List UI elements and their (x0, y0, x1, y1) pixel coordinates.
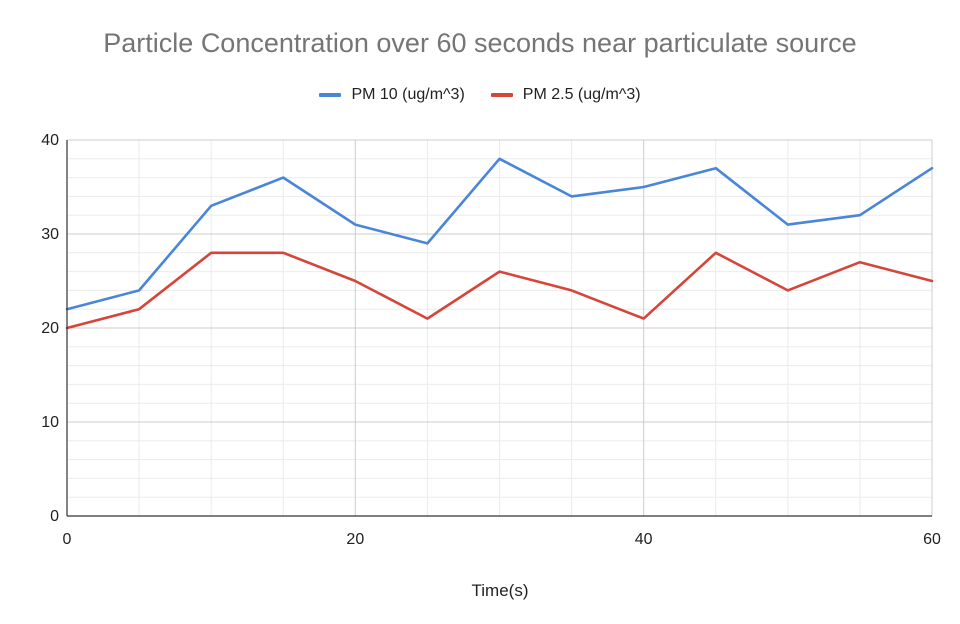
legend-label-pm25: PM 2.5 (ug/m^3) (522, 86, 641, 103)
legend: PM 10 (ug/m^3) PM 2.5 (ug/m^3) (0, 86, 960, 104)
y-tick-label: 30 (41, 226, 59, 243)
chart-title: Particle Concentration over 60 seconds n… (103, 28, 857, 58)
y-tick-label: 0 (50, 508, 59, 525)
y-tick-label: 40 (41, 132, 59, 149)
x-tick-label: 40 (635, 531, 653, 548)
legend-item-pm25[interactable]: PM 2.5 (ug/m^3) (490, 86, 641, 104)
legend-swatch-pm10 (319, 93, 342, 97)
x-tick-label: 20 (346, 531, 364, 548)
gridlines (67, 139, 933, 516)
y-tick-label: 10 (41, 414, 59, 431)
y-tick-label: 20 (41, 320, 59, 337)
x-tick-label: 60 (923, 531, 941, 548)
series-line-1 (65, 251, 934, 330)
axes: 0 10 20 30 40 0 20 40 60 (41, 132, 941, 548)
series-line-0 (65, 157, 934, 311)
legend-item-pm10[interactable]: PM 10 (ug/m^3) (319, 86, 465, 104)
legend-label-pm10: PM 10 (ug/m^3) (351, 86, 465, 103)
x-tick-label: 0 (63, 531, 72, 548)
series-lines (65, 157, 934, 330)
x-axis-title: Time(s) (472, 581, 529, 600)
legend-swatch-pm25 (490, 93, 513, 97)
